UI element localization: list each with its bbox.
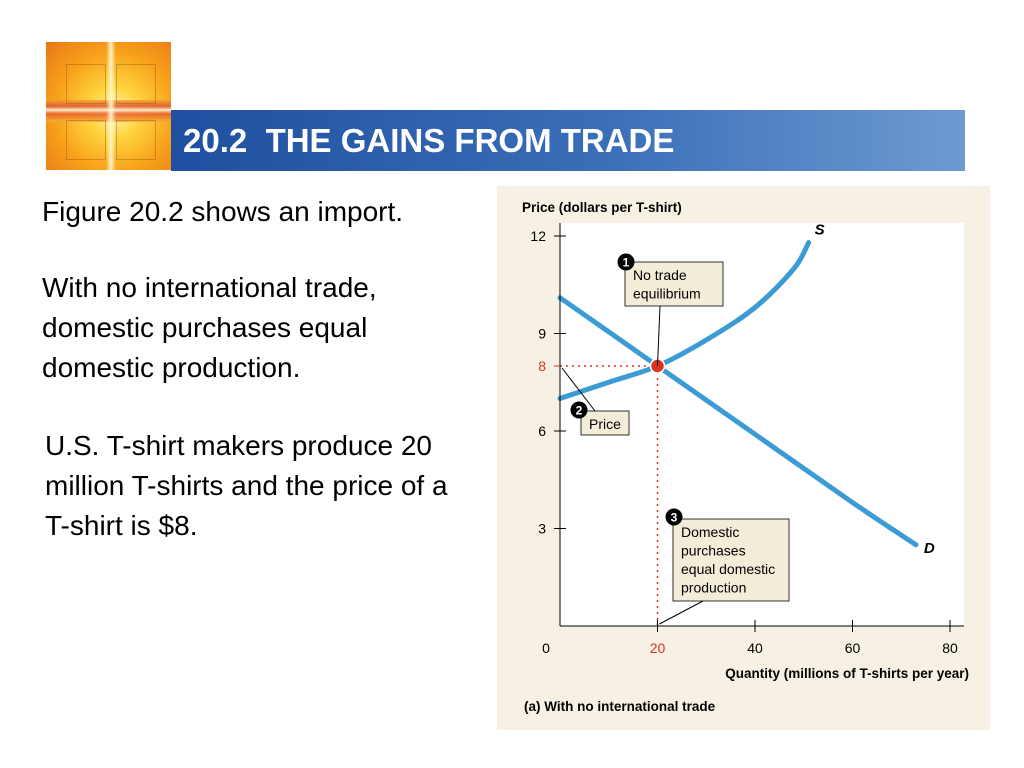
annotation-text: Price (589, 416, 621, 432)
annotation-leader-line (561, 367, 596, 412)
y-tick-label: 12 (530, 228, 546, 244)
y-tick-label-highlight: 8 (538, 358, 546, 374)
paragraph-production: U.S. T-shirt makers produce 20 million T… (45, 430, 448, 541)
slide-title: 20.2 THE GAINS FROM TRADE (183, 122, 675, 159)
annotation-number-badge (665, 508, 683, 526)
y-tick-label: 9 (538, 326, 546, 342)
annotation-leader-line (657, 305, 661, 367)
annotation-text: Domestic (681, 524, 739, 540)
demand-label: D (924, 540, 935, 557)
annotation-box (580, 410, 630, 436)
chart: S D 3 6 9 12 0 20 40 60 80 8 1No trade equilibrium 2… (522, 200, 969, 714)
x-axis-label: Quantity (millions of T-shirts per year) (725, 666, 969, 681)
annotation-text: production (681, 580, 746, 596)
annotation-text: equilibrium (633, 286, 701, 302)
annotation-text: equal domestic (681, 561, 775, 577)
annotation-box (624, 261, 724, 307)
y-tick-label: 6 (538, 423, 546, 439)
logo-graphic (46, 42, 171, 170)
annotation-box (672, 518, 790, 602)
annotation-text: No trade (633, 267, 687, 283)
y-axis-label: Price (dollars per T-shirt) (522, 200, 682, 215)
x-tick-label: 60 (845, 640, 861, 656)
figure-panel: S D 3 6 9 12 0 20 40 60 80 8 1 No trade equilibrium 2… (497, 186, 990, 730)
demand-curve (557, 295, 919, 548)
x-tick-label-highlight: 20 (650, 640, 666, 656)
annotation-text: purchases (681, 543, 746, 559)
x-tick-label: 80 (942, 640, 958, 656)
annotation-leader-line (659, 600, 704, 625)
annotation-number: 2 (576, 404, 583, 418)
annotation-number-badge (570, 401, 588, 419)
annotation-number: 1 (623, 256, 630, 270)
supply-curve (557, 240, 812, 401)
paragraph-no-trade: With no international trade, domestic pu… (42, 272, 377, 383)
supply-label: S (815, 222, 825, 239)
annotation-2: 2 Price (561, 367, 630, 436)
annotation-number-badge (617, 253, 635, 271)
title-bar: 20.2 THE GAINS FROM TRADE (171, 110, 965, 171)
annotation-1: 1No trade equilibrium (617, 253, 724, 367)
y-tick-label: 3 (538, 521, 546, 537)
annotation-number: 3 (671, 511, 678, 525)
figure-caption: (a) With no international trade (524, 699, 716, 714)
paragraph-intro: Figure 20.2 shows an import. (42, 196, 404, 227)
x-tick-label: 0 (542, 640, 550, 656)
x-tick-label: 40 (747, 640, 763, 656)
